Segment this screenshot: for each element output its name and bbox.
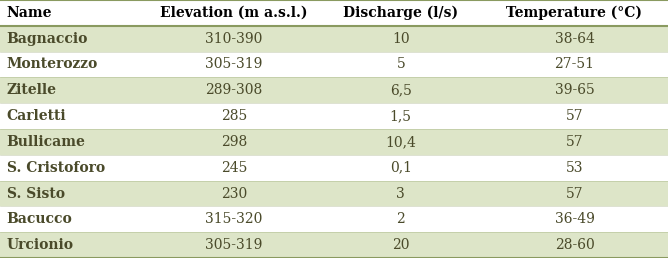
Text: 298: 298 — [220, 135, 247, 149]
Text: 57: 57 — [566, 135, 583, 149]
Text: 285: 285 — [220, 109, 247, 123]
Bar — [147, 103, 321, 129]
Bar — [321, 232, 481, 258]
Bar — [481, 52, 668, 77]
Text: S. Cristoforo: S. Cristoforo — [7, 161, 105, 175]
Bar — [321, 26, 481, 52]
Text: S. Sisto: S. Sisto — [7, 187, 65, 200]
Bar — [0, 26, 147, 52]
Text: 3: 3 — [396, 187, 405, 200]
Text: 315-320: 315-320 — [205, 212, 263, 226]
Text: Carletti: Carletti — [7, 109, 66, 123]
Text: Elevation (m a.s.l.): Elevation (m a.s.l.) — [160, 6, 307, 20]
Bar — [0, 181, 147, 206]
Text: Monterozzo: Monterozzo — [7, 58, 98, 71]
Bar — [0, 77, 147, 103]
Text: Bagnaccio: Bagnaccio — [7, 32, 88, 46]
Text: Zitelle: Zitelle — [7, 83, 57, 97]
Bar — [321, 155, 481, 181]
Bar — [147, 129, 321, 155]
Bar — [0, 0, 147, 26]
Text: Name: Name — [7, 6, 52, 20]
Text: 53: 53 — [566, 161, 583, 175]
Bar — [321, 52, 481, 77]
Bar — [481, 0, 668, 26]
Bar — [321, 206, 481, 232]
Text: 0,1: 0,1 — [390, 161, 411, 175]
Bar — [0, 206, 147, 232]
Text: 57: 57 — [566, 109, 583, 123]
Text: 10: 10 — [392, 32, 409, 46]
Text: 6,5: 6,5 — [390, 83, 411, 97]
Bar — [0, 103, 147, 129]
Text: 5: 5 — [396, 58, 405, 71]
Text: 305-319: 305-319 — [205, 58, 263, 71]
Text: 38-64: 38-64 — [554, 32, 595, 46]
Bar — [481, 206, 668, 232]
Bar — [321, 103, 481, 129]
Bar — [0, 155, 147, 181]
Bar — [0, 129, 147, 155]
Bar — [0, 52, 147, 77]
Text: 2: 2 — [396, 212, 405, 226]
Bar — [147, 52, 321, 77]
Bar — [481, 77, 668, 103]
Bar — [147, 0, 321, 26]
Bar — [147, 26, 321, 52]
Text: 289-308: 289-308 — [205, 83, 263, 97]
Bar — [481, 155, 668, 181]
Bar — [0, 232, 147, 258]
Bar — [321, 181, 481, 206]
Text: 310-390: 310-390 — [205, 32, 263, 46]
Text: Temperature (°C): Temperature (°C) — [506, 6, 643, 20]
Text: 39-65: 39-65 — [554, 83, 595, 97]
Text: Urcionio: Urcionio — [7, 238, 73, 252]
Bar — [321, 0, 481, 26]
Bar — [147, 181, 321, 206]
Text: Discharge (l/s): Discharge (l/s) — [343, 6, 458, 20]
Bar — [481, 103, 668, 129]
Bar — [147, 206, 321, 232]
Bar — [147, 232, 321, 258]
Text: 305-319: 305-319 — [205, 238, 263, 252]
Bar — [481, 232, 668, 258]
Text: Bullicame: Bullicame — [7, 135, 86, 149]
Bar — [481, 129, 668, 155]
Bar — [481, 181, 668, 206]
Text: 1,5: 1,5 — [390, 109, 411, 123]
Text: 230: 230 — [220, 187, 247, 200]
Text: 10,4: 10,4 — [385, 135, 416, 149]
Text: 20: 20 — [392, 238, 409, 252]
Bar — [481, 26, 668, 52]
Bar — [147, 77, 321, 103]
Text: 57: 57 — [566, 187, 583, 200]
Text: Bacucco: Bacucco — [7, 212, 72, 226]
Text: 245: 245 — [220, 161, 247, 175]
Text: 27-51: 27-51 — [554, 58, 595, 71]
Text: 28-60: 28-60 — [554, 238, 595, 252]
Bar — [321, 77, 481, 103]
Bar — [321, 129, 481, 155]
Bar — [147, 155, 321, 181]
Text: 36-49: 36-49 — [554, 212, 595, 226]
